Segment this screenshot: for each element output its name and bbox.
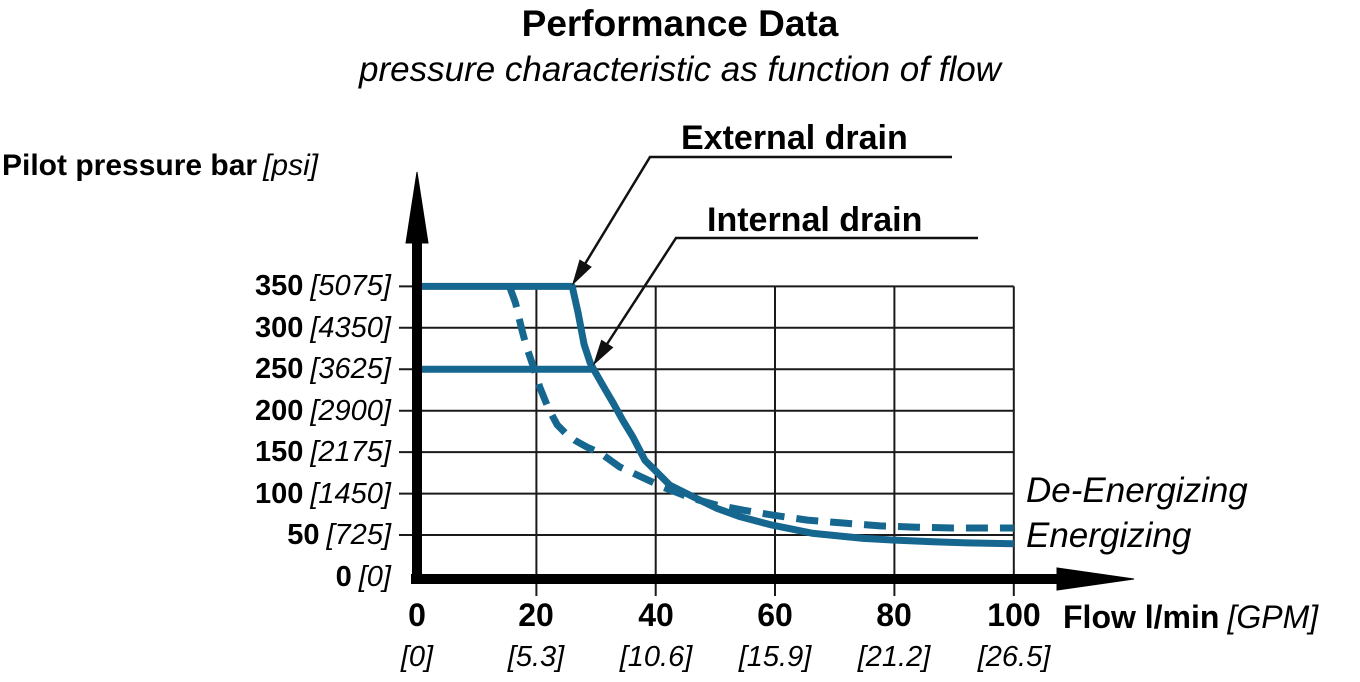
internal-drain-label: Internal drain xyxy=(707,201,923,239)
y-tick-value: 0 xyxy=(335,561,352,593)
y-tick-350: 350 [5075] xyxy=(151,267,391,305)
y-tick-value: 350 xyxy=(254,270,304,302)
x-tick-gpm-100: [26.5] xyxy=(977,641,1051,673)
x-tick-gpm-80: [21.2] xyxy=(857,641,931,673)
y-tick-150: 150 [2175] xyxy=(151,433,391,471)
y-tick-value: 200 xyxy=(254,395,304,427)
y-tick-value: 150 xyxy=(254,436,304,468)
curve-de-energizing xyxy=(506,285,1014,532)
y-tick-psi-value: [2900] xyxy=(310,395,391,427)
x-axis-title-unit: [GPM] xyxy=(1227,599,1319,635)
y-axis-title-text: Pilot pressure bar xyxy=(2,149,258,182)
x-tick-gpm-40: [10.6] xyxy=(619,641,693,673)
x-tick-40: 40 xyxy=(638,597,674,633)
x-tick-gpm-60: [15.9] xyxy=(738,641,812,673)
y-tick-50: 50 [725] xyxy=(151,516,391,554)
leader-lines xyxy=(572,155,978,366)
y-axis-arrowhead xyxy=(405,171,429,244)
y-tick-psi-value: [0] xyxy=(358,561,391,593)
de-energizing-label: De-Energizing xyxy=(1026,471,1248,510)
x-tick-20: 20 xyxy=(518,597,554,633)
y-tick-psi-value: [4350] xyxy=(310,312,391,344)
y-tick-100: 100 [1450] xyxy=(151,475,391,513)
curve-external-drain-energizing- xyxy=(417,282,1014,548)
curves-layer xyxy=(417,282,1014,548)
y-tick-value: 50 xyxy=(287,519,320,551)
x-tick-80: 80 xyxy=(876,597,912,633)
y-axis-title-unit: [psi] xyxy=(263,149,319,182)
x-tick-100: 100 xyxy=(987,597,1041,633)
energizing-label: Energizing xyxy=(1026,516,1192,555)
internal-drain-leader xyxy=(594,236,978,362)
y-tick-psi-value: [2175] xyxy=(310,436,391,468)
y-axis-title: Pilot pressure bar [psi] xyxy=(2,149,318,183)
chart-subtitle: pressure characteristic as function of f… xyxy=(359,50,1001,89)
x-tick-0: 0 xyxy=(408,597,426,633)
external-drain-arrowhead xyxy=(572,259,592,286)
y-tick-value: 300 xyxy=(254,312,304,344)
y-tick-0: 0 [0] xyxy=(151,558,391,596)
y-tick-200: 200 [2900] xyxy=(151,392,391,430)
x-tick-gpm-20: [5.3] xyxy=(507,641,565,673)
chart-title: Performance Data xyxy=(521,3,839,44)
x-axis-title-text: Flow l/min xyxy=(1063,599,1220,635)
x-axis-title: Flow l/min [GPM] xyxy=(1063,599,1318,636)
external-drain-leader xyxy=(572,155,952,283)
y-tick-250: 250 [3625] xyxy=(151,350,391,388)
x-tick-gpm-0: [0] xyxy=(400,641,434,673)
x-tick-60: 60 xyxy=(757,597,793,633)
internal-drain-arrowhead xyxy=(592,339,614,366)
x-axis-arrowhead xyxy=(1056,567,1135,591)
y-tick-300: 300 [4350] xyxy=(151,309,391,347)
y-tick-psi-value: [1450] xyxy=(310,478,391,510)
y-tick-psi-value: [5075] xyxy=(310,270,391,302)
y-tick-psi-value: [725] xyxy=(326,519,392,551)
y-tick-value: 100 xyxy=(254,478,304,510)
axes xyxy=(405,171,1135,591)
grid-layer xyxy=(399,285,1015,596)
y-tick-value: 250 xyxy=(254,353,304,385)
y-tick-psi-value: [3625] xyxy=(310,353,391,385)
external-drain-label: External drain xyxy=(681,119,908,157)
